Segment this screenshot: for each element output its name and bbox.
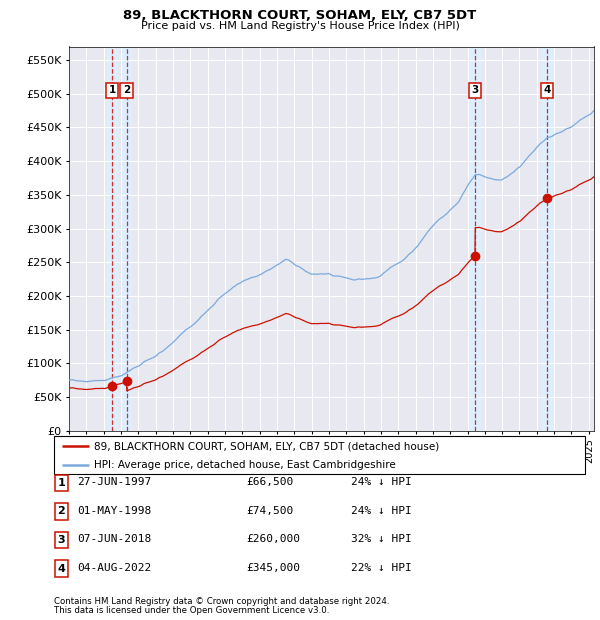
Text: HPI: Average price, detached house, East Cambridgeshire: HPI: Average price, detached house, East… xyxy=(94,459,395,470)
Text: 32% ↓ HPI: 32% ↓ HPI xyxy=(351,534,412,544)
Text: 04-AUG-2022: 04-AUG-2022 xyxy=(77,563,151,573)
Text: 1: 1 xyxy=(58,478,65,488)
FancyBboxPatch shape xyxy=(55,503,68,520)
Text: Contains HM Land Registry data © Crown copyright and database right 2024.: Contains HM Land Registry data © Crown c… xyxy=(54,597,389,606)
Text: Price paid vs. HM Land Registry's House Price Index (HPI): Price paid vs. HM Land Registry's House … xyxy=(140,21,460,31)
Text: 24% ↓ HPI: 24% ↓ HPI xyxy=(351,506,412,516)
Text: 89, BLACKTHORN COURT, SOHAM, ELY, CB7 5DT: 89, BLACKTHORN COURT, SOHAM, ELY, CB7 5D… xyxy=(124,9,476,22)
Text: 4: 4 xyxy=(544,86,551,95)
Bar xyxy=(122,46,131,431)
Text: 2: 2 xyxy=(123,86,130,95)
Bar xyxy=(470,46,480,431)
Text: 2: 2 xyxy=(58,507,65,516)
Text: 3: 3 xyxy=(472,86,479,95)
Text: £345,000: £345,000 xyxy=(246,563,300,573)
Text: 89, BLACKTHORN COURT, SOHAM, ELY, CB7 5DT (detached house): 89, BLACKTHORN COURT, SOHAM, ELY, CB7 5D… xyxy=(94,441,439,451)
Text: £74,500: £74,500 xyxy=(246,506,293,516)
Bar xyxy=(107,46,117,431)
FancyBboxPatch shape xyxy=(55,560,68,577)
FancyBboxPatch shape xyxy=(54,436,585,474)
Text: 07-JUN-2018: 07-JUN-2018 xyxy=(77,534,151,544)
Text: £66,500: £66,500 xyxy=(246,477,293,487)
Text: This data is licensed under the Open Government Licence v3.0.: This data is licensed under the Open Gov… xyxy=(54,606,329,615)
Text: 4: 4 xyxy=(58,564,65,574)
FancyBboxPatch shape xyxy=(55,475,68,491)
Text: 1: 1 xyxy=(109,86,116,95)
Bar xyxy=(542,46,552,431)
Text: £260,000: £260,000 xyxy=(246,534,300,544)
Text: 24% ↓ HPI: 24% ↓ HPI xyxy=(351,477,412,487)
Text: 27-JUN-1997: 27-JUN-1997 xyxy=(77,477,151,487)
Text: 3: 3 xyxy=(58,535,65,545)
Text: 22% ↓ HPI: 22% ↓ HPI xyxy=(351,563,412,573)
FancyBboxPatch shape xyxy=(55,531,68,548)
Text: 01-MAY-1998: 01-MAY-1998 xyxy=(77,506,151,516)
